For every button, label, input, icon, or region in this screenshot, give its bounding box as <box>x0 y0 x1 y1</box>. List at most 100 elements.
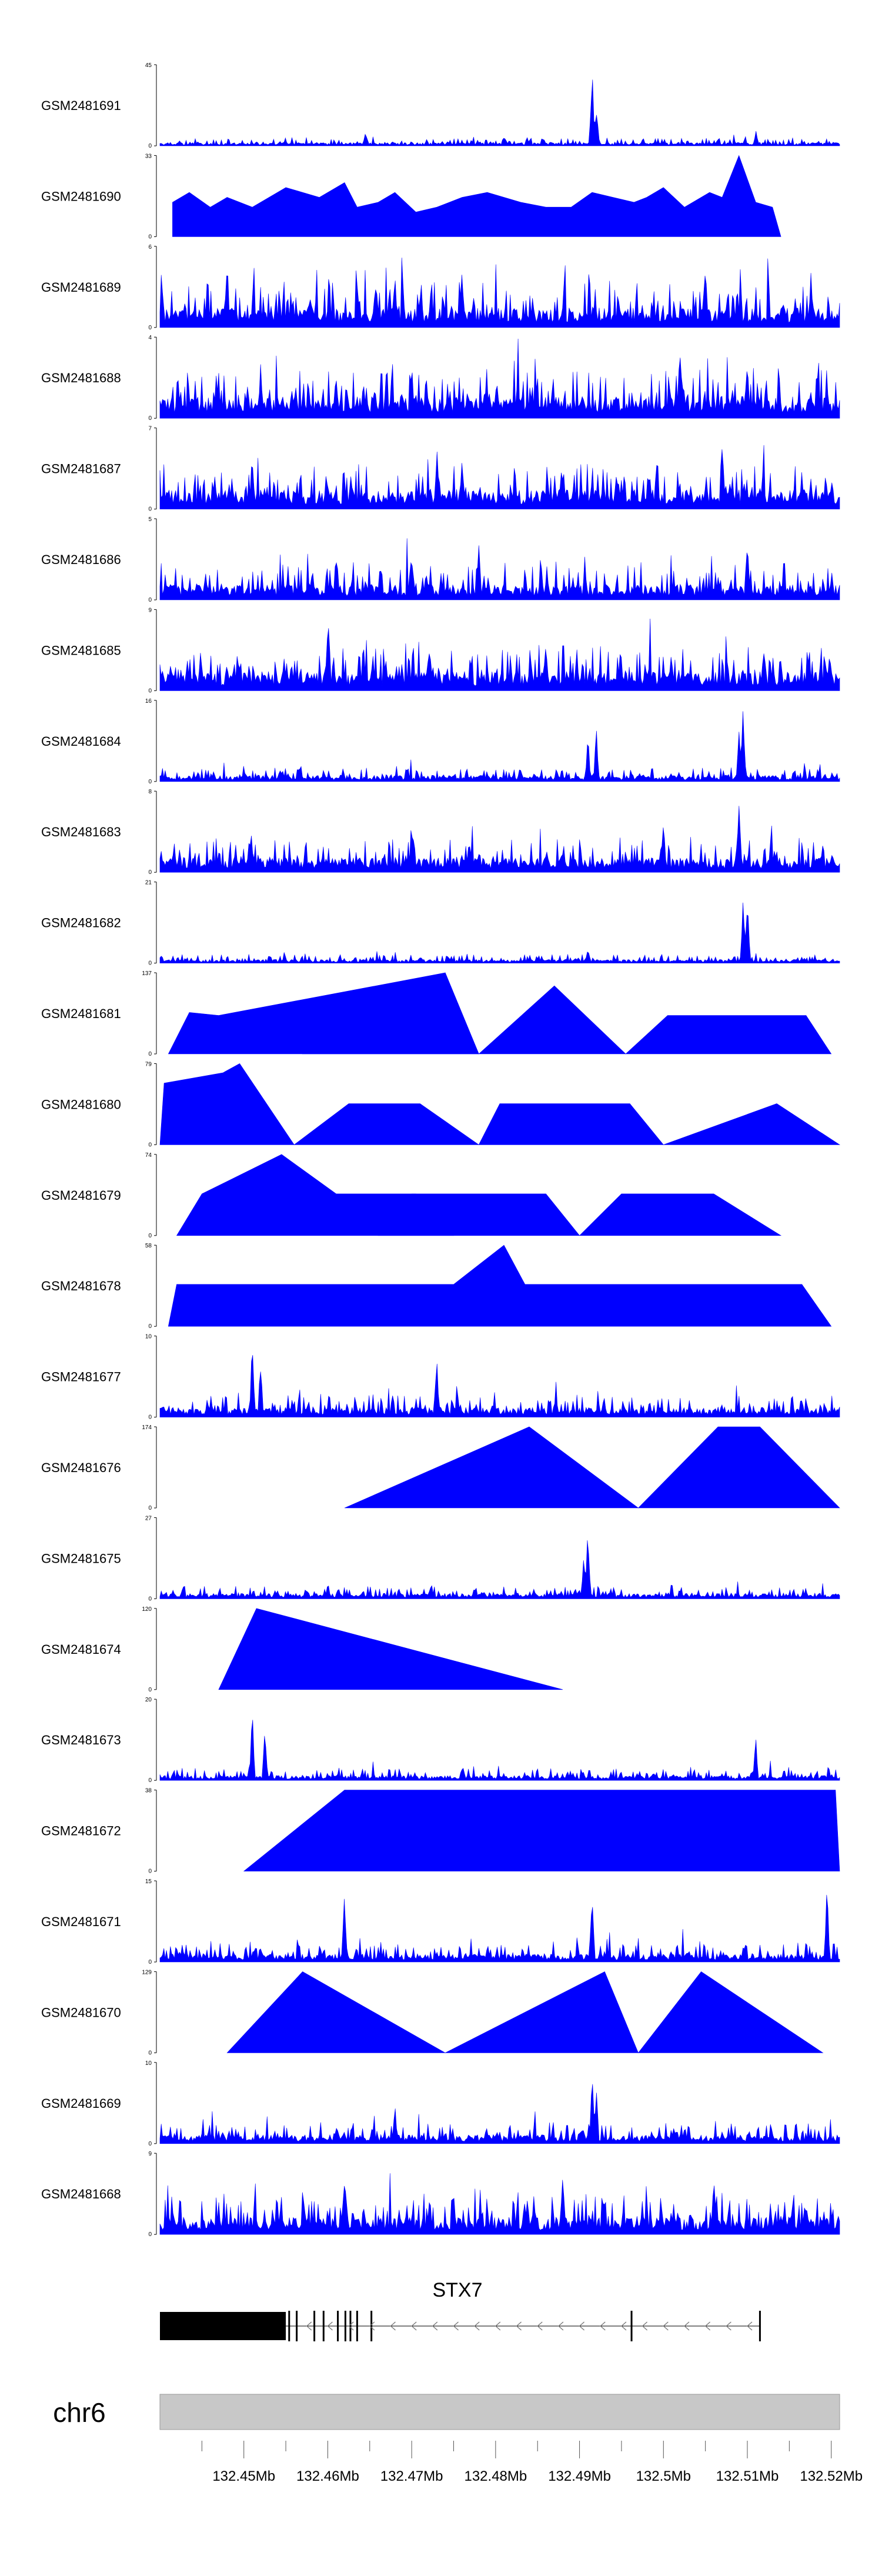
track-GSM2481690: GSM2481690 33 0 <box>41 153 781 240</box>
signal-area <box>218 1608 563 1690</box>
axis-tick-label: 132.52Mb <box>800 2468 863 2484</box>
signal-area <box>159 1063 295 1145</box>
signal-area <box>302 972 479 1055</box>
y-max-label: 129 <box>142 1969 152 1976</box>
y-min-label: 0 <box>148 2141 152 2147</box>
track-GSM2481671: GSM2481671 15 0 <box>41 1878 840 1966</box>
y-min-label: 0 <box>148 325 152 331</box>
signal-area <box>159 258 840 328</box>
track-label: GSM2481685 <box>41 643 121 658</box>
y-min-label: 0 <box>148 1777 152 1784</box>
signal-area <box>377 1193 580 1236</box>
signal-area <box>625 1015 832 1055</box>
track-GSM2481668: GSM2481668 9 0 <box>41 2151 840 2238</box>
y-max-label: 33 <box>145 153 152 159</box>
track-GSM2481683: GSM2481683 8 0 <box>41 789 840 876</box>
signal-area <box>159 711 840 782</box>
y-max-label: 74 <box>145 1152 152 1159</box>
strand-arrow <box>495 2321 501 2331</box>
track-label: GSM2481680 <box>41 1097 121 1112</box>
track-GSM2481669: GSM2481669 10 0 <box>41 2060 840 2147</box>
signal-area <box>478 1103 664 1145</box>
y-max-label: 10 <box>145 1334 152 1340</box>
y-max-label: 9 <box>148 607 152 613</box>
track-label: GSM2481678 <box>41 1279 121 1293</box>
strand-arrow <box>516 2321 522 2331</box>
y-max-label: 4 <box>148 335 152 341</box>
track-GSM2481679: GSM2481679 74 0 <box>41 1152 782 1239</box>
strand-arrow <box>411 2321 417 2331</box>
y-min-label: 0 <box>148 688 152 694</box>
track-GSM2481681: GSM2481681 137 0 <box>41 970 832 1057</box>
signal-area <box>637 1971 824 2053</box>
track-GSM2481680: GSM2481680 79 0 <box>41 1061 841 1148</box>
y-min-label: 0 <box>148 1687 152 1693</box>
strand-arrow <box>683 2321 690 2331</box>
axis-tick-label: 132.51Mb <box>716 2468 779 2484</box>
y-max-label: 21 <box>145 880 152 886</box>
track-GSM2481677: GSM2481677 10 0 <box>41 1334 840 1421</box>
strand-arrow <box>620 2321 627 2331</box>
track-GSM2481684: GSM2481684 16 0 <box>41 698 840 785</box>
y-min-label: 0 <box>148 597 152 603</box>
track-label: GSM2481676 <box>41 1460 121 1475</box>
y-max-label: 79 <box>145 1061 152 1067</box>
axis-tick-label: 132.5Mb <box>636 2468 691 2484</box>
track-GSM2481673: GSM2481673 20 0 <box>41 1697 840 1784</box>
signal-area <box>637 1426 840 1509</box>
signal-area <box>159 618 840 691</box>
signal-area <box>159 2084 840 2144</box>
y-min-label: 0 <box>148 1233 152 1239</box>
y-max-label: 7 <box>148 426 152 432</box>
signal-area <box>293 1103 480 1145</box>
track-label: GSM2481677 <box>41 1370 121 1384</box>
strand-arrow <box>557 2321 564 2331</box>
strand-arrow <box>579 2321 585 2331</box>
track-label: GSM2481691 <box>41 98 121 113</box>
track-label: GSM2481687 <box>41 462 121 476</box>
track-label: GSM2481689 <box>41 280 121 295</box>
track-GSM2481685: GSM2481685 9 0 <box>41 607 840 694</box>
track-label: GSM2481669 <box>41 2096 121 2111</box>
track-label: GSM2481673 <box>41 1733 121 1747</box>
y-min-label: 0 <box>148 779 152 785</box>
y-min-label: 0 <box>148 143 152 149</box>
track-label: GSM2481686 <box>41 552 121 567</box>
signal-area <box>172 155 781 237</box>
y-max-label: 45 <box>145 62 152 69</box>
y-max-label: 10 <box>145 2060 152 2067</box>
y-max-label: 9 <box>148 2151 152 2157</box>
strand-arrow <box>747 2321 753 2331</box>
track-label: GSM2481682 <box>41 916 121 930</box>
signal-area <box>159 1354 840 1417</box>
axis-tick-label: 132.46Mb <box>296 2468 359 2484</box>
strand-arrow <box>432 2321 438 2331</box>
track-label: GSM2481670 <box>41 2005 121 2020</box>
signal-area <box>159 79 840 146</box>
axis-tick-label: 132.47Mb <box>380 2468 443 2484</box>
y-min-label: 0 <box>148 233 152 240</box>
track-label: GSM2481684 <box>41 734 121 749</box>
signal-area <box>159 1894 840 1963</box>
track-label: GSM2481675 <box>41 1551 121 1566</box>
track-GSM2481672: GSM2481672 38 0 <box>41 1788 840 1875</box>
strand-arrow <box>726 2321 731 2331</box>
axis-tick-label: 132.45Mb <box>212 2468 275 2484</box>
y-min-label: 0 <box>148 1505 152 1511</box>
strand-arrow <box>663 2321 669 2331</box>
track-label: GSM2481668 <box>41 2187 121 2201</box>
signal-tracks: GSM2481691450GSM2481690330GSM248168960GS… <box>41 62 841 2238</box>
y-min-label: 0 <box>148 1323 152 1330</box>
y-min-label: 0 <box>148 415 152 422</box>
signal-area <box>445 1971 639 2053</box>
signal-area <box>159 538 840 600</box>
track-label: GSM2481688 <box>41 371 121 385</box>
track-label: GSM2481672 <box>41 1824 121 1838</box>
strand-arrow <box>642 2321 648 2331</box>
y-max-label: 174 <box>142 1424 152 1431</box>
y-min-label: 0 <box>148 1414 152 1421</box>
y-min-label: 0 <box>148 1596 152 1602</box>
y-max-label: 16 <box>145 698 152 705</box>
strand-arrow <box>348 2321 354 2331</box>
